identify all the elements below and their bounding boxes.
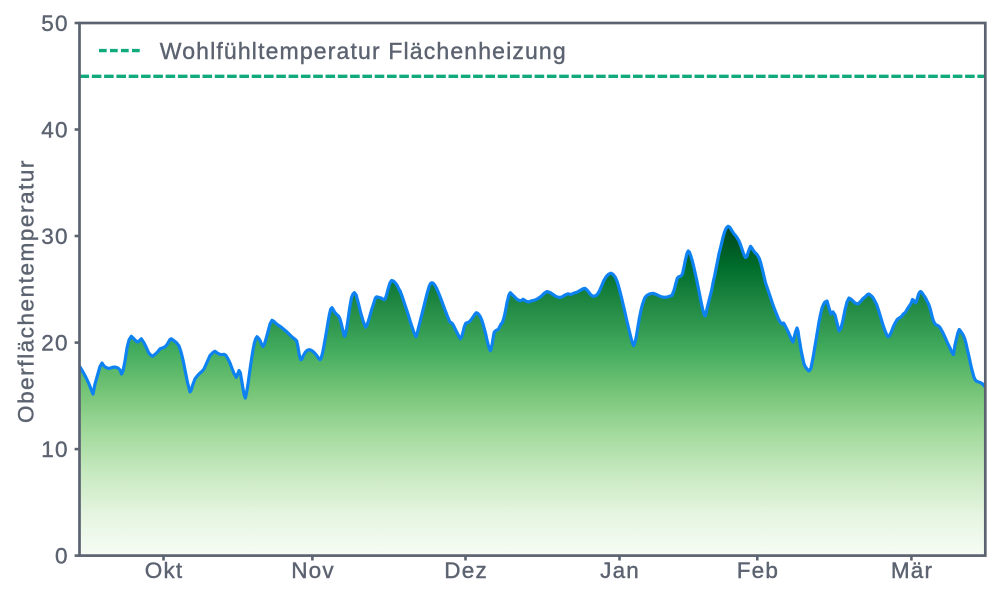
svg-text:Dez: Dez [444, 558, 488, 583]
svg-text:Oberflächentemperatur: Oberflächentemperatur [13, 159, 38, 423]
svg-text:40: 40 [41, 118, 68, 143]
svg-text:Nov: Nov [291, 558, 335, 583]
svg-text:Jan: Jan [600, 558, 640, 583]
svg-text:0: 0 [55, 544, 69, 569]
svg-text:30: 30 [41, 224, 68, 249]
svg-text:Feb: Feb [737, 558, 779, 583]
svg-text:20: 20 [41, 331, 68, 356]
svg-text:10: 10 [41, 437, 68, 462]
svg-text:Wohlfühltemperatur Flächenheiz: Wohlfühltemperatur Flächenheizung [160, 38, 567, 64]
svg-text:50: 50 [41, 11, 68, 36]
svg-text:Mär: Mär [891, 558, 933, 583]
svg-text:Okt: Okt [145, 558, 184, 583]
